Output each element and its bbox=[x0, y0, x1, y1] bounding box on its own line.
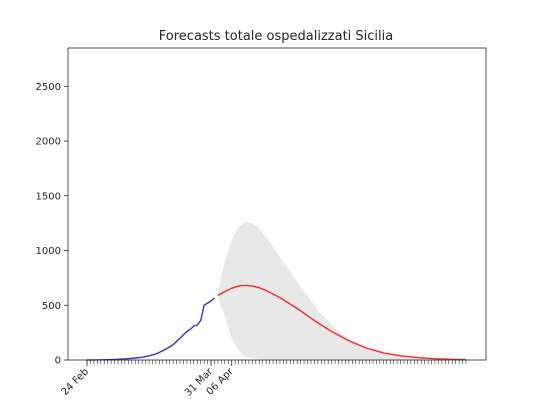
y-tick-label: 2500 bbox=[36, 82, 61, 93]
y-tick-label: 500 bbox=[42, 301, 61, 312]
y-tick-label: 1500 bbox=[36, 191, 61, 202]
forecast-confidence-band bbox=[217, 221, 466, 360]
x-tick-label: 24 Feb bbox=[60, 366, 92, 398]
chart-title: Forecasts totale ospedalizzati Sicilia bbox=[159, 29, 393, 44]
y-tick-label: 1000 bbox=[36, 246, 61, 257]
observed-series-line bbox=[86, 297, 215, 361]
y-tick-label: 0 bbox=[55, 356, 61, 367]
plot-frame bbox=[67, 47, 487, 361]
forecast-series-line bbox=[217, 284, 467, 361]
y-tick-label: 2000 bbox=[36, 137, 61, 148]
